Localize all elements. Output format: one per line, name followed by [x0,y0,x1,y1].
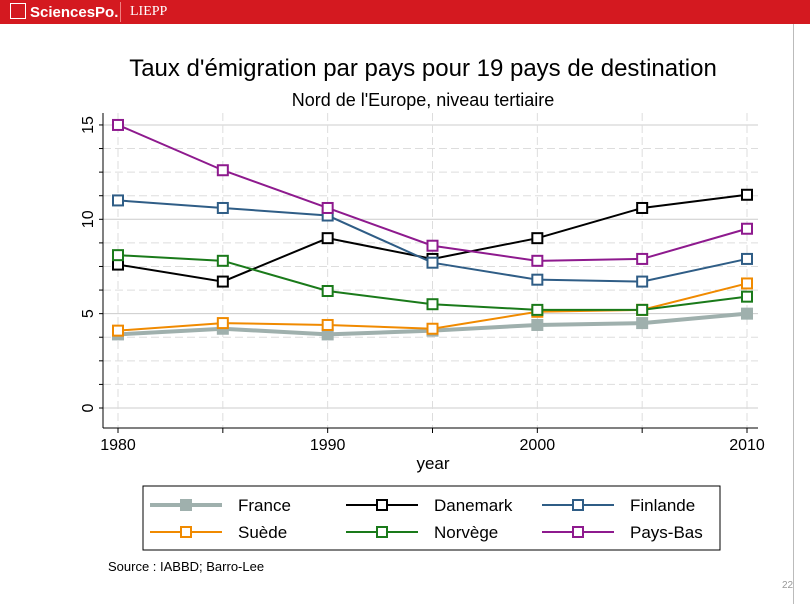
sciencespo-logo: SciencesPo. [10,3,118,21]
legend-marker [376,499,388,511]
data-point [426,322,439,335]
chart-subtitle: Nord de l'Europe, niveau tertiaire [292,90,555,110]
legend-label: Pays-Bas [630,523,703,542]
legend-label: Danemark [434,496,513,515]
data-point [741,290,753,303]
data-point [636,317,649,330]
data-point [426,256,439,269]
data-point [112,324,124,337]
brand-name: SciencesPo. [30,4,119,21]
data-point [531,254,544,267]
y-tick-label: 0 [80,403,97,412]
data-point [741,277,753,290]
data-point [426,239,439,252]
legend-label: Norvège [434,523,498,542]
data-point [216,275,229,288]
legend-marker [180,526,192,538]
chart-title: Taux d'émigration par pays pour 19 pays … [129,55,717,82]
legend-label: France [238,496,291,515]
x-axis-label: year [416,454,449,473]
data-point [531,232,544,245]
legend-marker [572,526,584,538]
legend-marker [180,499,192,511]
legend-box [142,485,721,551]
data-point [636,303,649,316]
data-point [636,252,649,265]
data-point [531,318,544,331]
source-note: Source : IABBD; Barro-Lee [108,559,265,574]
data-point [216,317,229,330]
data-point [426,298,439,311]
slide-border [793,24,794,604]
unit-name: LIEPP [130,4,168,19]
header-bar: SciencesPo. LIEPP [0,0,810,24]
data-point [321,285,334,298]
data-point [531,273,544,286]
x-tick-label: 2000 [520,437,556,454]
data-point [741,252,753,265]
data-point [531,303,544,316]
data-point [216,201,229,214]
x-tick-label: 1980 [100,437,136,454]
legend-label: Finlande [630,496,695,515]
data-point [216,164,229,177]
y-tick-label: 10 [80,210,97,228]
data-point [321,318,334,331]
data-point [112,194,124,207]
legend-marker [376,526,388,538]
data-point [741,188,753,201]
data-point [636,201,649,214]
divider [120,2,121,22]
y-tick-label: 5 [80,309,97,318]
y-tick-label: 15 [80,116,97,134]
data-point [321,201,334,214]
x-tick-label: 2010 [729,437,765,454]
data-point [636,275,649,288]
data-point [321,232,334,245]
data-point [112,249,124,262]
data-point [741,307,753,320]
data-point [216,254,229,267]
page-number: 22 [782,580,794,591]
data-point [112,118,124,131]
x-tick-label: 1990 [310,437,346,454]
data-point [741,222,753,235]
legend-marker [572,499,584,511]
legend-label: Suède [238,523,287,542]
